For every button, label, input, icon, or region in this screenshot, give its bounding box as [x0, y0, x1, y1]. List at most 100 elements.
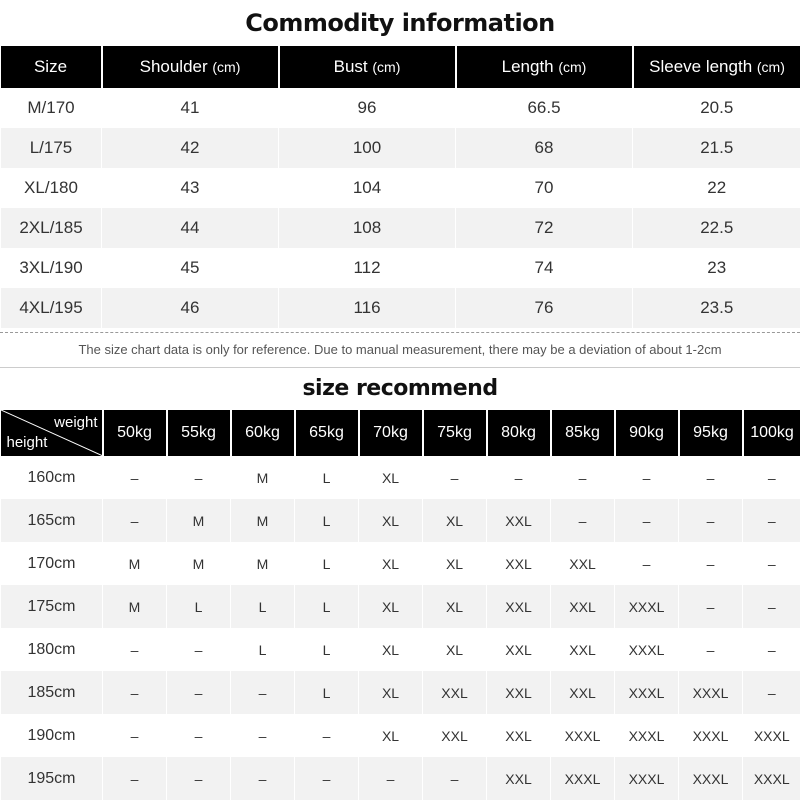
recommended-size-cell: XXXL [678, 671, 743, 714]
recommended-size-cell: XL [358, 628, 423, 671]
recommended-size-cell: L [294, 671, 359, 714]
measurement-cell: 20.5 [632, 88, 800, 128]
recommended-size-cell: – [742, 499, 800, 542]
measurement-cell: 96 [278, 88, 456, 128]
weight-header: 85kg [549, 410, 615, 456]
header-bust: Bust (cm) [277, 46, 456, 88]
recommended-size-cell: XXXL [614, 757, 679, 800]
size-cell: M/170 [0, 88, 102, 128]
corner-cell: weight height [0, 410, 103, 456]
recommended-size-cell: XXL [550, 628, 615, 671]
weight-header: 90kg [613, 410, 679, 456]
measurement-cell: 116 [278, 288, 456, 328]
weight-header: 50kg [101, 410, 167, 456]
recommend-row: 190cm – – – – XL XXL XXL XXXL XXXL XXXL XXXL [0, 714, 800, 757]
recommended-size-cell: – [102, 628, 167, 671]
recommended-size-cell: – [230, 671, 295, 714]
measurement-cell: 23 [632, 248, 800, 288]
recommended-size-cell: L [230, 585, 295, 628]
measurement-cell: 43 [101, 168, 279, 208]
measurement-cell: 76 [455, 288, 633, 328]
recommended-size-cell: – [102, 671, 167, 714]
measurement-cell: 112 [278, 248, 456, 288]
recommended-size-cell: XXXL [614, 671, 679, 714]
recommended-size-cell: XL [358, 456, 423, 499]
recommended-size-cell: XL [358, 542, 423, 585]
weight-header: 80kg [485, 410, 551, 456]
recommended-size-cell: – [678, 628, 743, 671]
commodity-table: Size Shoulder (cm) Bust (cm) Length (cm)… [0, 46, 800, 328]
header-sleeve-label: Sleeve length [649, 57, 757, 76]
recommended-size-cell: – [614, 499, 679, 542]
recommended-size-cell: XL [422, 542, 487, 585]
weight-header: 55kg [165, 410, 231, 456]
recommended-size-cell: – [614, 542, 679, 585]
recommend-row: 170cm M M M L XL XL XXL XXL – – – [0, 542, 800, 585]
recommend-header-row: weight height 50kg 55kg 60kg 65kg 70kg 75kg 80… [0, 410, 800, 456]
header-shoulder: Shoulder (cm) [100, 46, 279, 88]
measurement-cell: 23.5 [632, 288, 800, 328]
commodity-row: XL/180 43 104 70 22 [0, 168, 800, 208]
recommended-size-cell: XXL [550, 585, 615, 628]
recommended-size-cell: XXXL [550, 757, 615, 800]
table-divider [0, 332, 800, 333]
recommended-size-cell: – [678, 499, 743, 542]
height-cell: 195cm [0, 757, 103, 800]
measurement-cell: 74 [455, 248, 633, 288]
recommend-row: 160cm – – M L XL – – – – – – [0, 456, 800, 499]
size-cell: 3XL/190 [0, 248, 102, 288]
recommended-size-cell: – [358, 757, 423, 800]
recommended-size-cell: M [230, 499, 295, 542]
recommended-size-cell: M [230, 456, 295, 499]
recommended-size-cell: – [166, 757, 231, 800]
recommended-size-cell: XXL [486, 585, 551, 628]
height-cell: 185cm [0, 671, 103, 714]
recommended-size-cell: – [742, 585, 800, 628]
measurement-cell: 21.5 [632, 128, 800, 168]
recommended-size-cell: – [678, 456, 743, 499]
recommended-size-cell: XXL [486, 714, 551, 757]
measurement-cell: 45 [101, 248, 279, 288]
recommended-size-cell: L [294, 628, 359, 671]
header-length-unit: (cm) [558, 59, 587, 75]
header-shoulder-unit: (cm) [212, 59, 241, 75]
header-bust-label: Bust [333, 57, 373, 76]
recommended-size-cell: XL [358, 671, 423, 714]
recommended-size-cell: – [230, 714, 295, 757]
recommended-size-cell: XXL [486, 671, 551, 714]
recommended-size-cell: XXL [486, 542, 551, 585]
size-cell: 2XL/185 [0, 208, 102, 248]
weight-header: 75kg [421, 410, 487, 456]
commodity-table-body: M/170 41 96 66.5 20.5 L/175 42 100 68 21.5 XL/180 4… [0, 88, 800, 328]
section-divider [0, 367, 800, 368]
recommend-row: 195cm – – – – – – XXL XXXL XXXL XXXL XXXL [0, 757, 800, 800]
recommended-size-cell: XL [358, 714, 423, 757]
commodity-title: Commodity information [245, 9, 555, 37]
recommended-size-cell: XXXL [614, 628, 679, 671]
measurement-cell: 108 [278, 208, 456, 248]
weight-header: 65kg [293, 410, 359, 456]
header-sleeve-unit: (cm) [756, 59, 785, 75]
recommended-size-cell: XXXL [742, 714, 800, 757]
height-cell: 170cm [0, 542, 103, 585]
recommended-size-cell: – [166, 456, 231, 499]
corner-weight-label: weight [54, 414, 98, 431]
header-bust-unit: (cm) [372, 59, 401, 75]
size-note: The size chart data is only for referenc… [78, 342, 722, 357]
commodity-row: L/175 42 100 68 21.5 [0, 128, 800, 168]
recommended-size-cell: – [294, 714, 359, 757]
recommended-size-cell: XXXL [550, 714, 615, 757]
recommend-table-body: 160cm – – M L XL – – – – – –165cm – M M L XL XL XXL – – – –170… [0, 456, 800, 800]
recommended-size-cell: – [102, 714, 167, 757]
size-cell: XL/180 [0, 168, 102, 208]
recommended-size-cell: M [166, 499, 231, 542]
measurement-cell: 70 [455, 168, 633, 208]
header-size: Size [0, 46, 102, 88]
recommended-size-cell: – [294, 757, 359, 800]
measurement-cell: 22.5 [632, 208, 800, 248]
recommend-row: 175cm M L L L XL XL XXL XXL XXXL – – [0, 585, 800, 628]
recommended-size-cell: – [166, 628, 231, 671]
commodity-row: 3XL/190 45 112 74 23 [0, 248, 800, 288]
recommended-size-cell: XXL [486, 499, 551, 542]
recommended-size-cell: XXL [550, 542, 615, 585]
